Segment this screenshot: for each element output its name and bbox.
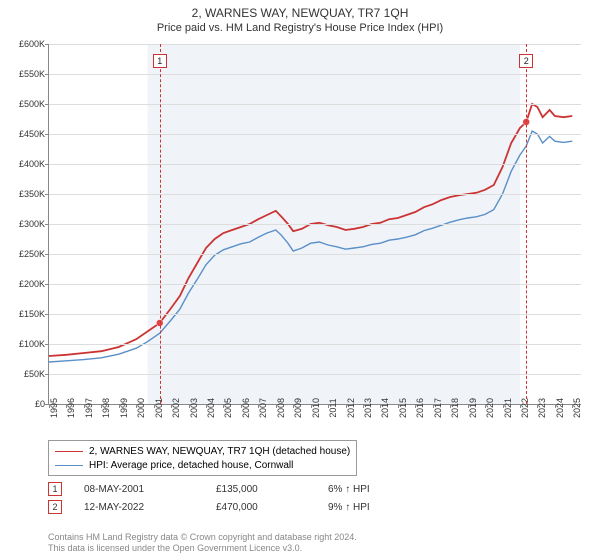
x-axis-label: 2024	[555, 398, 565, 418]
y-axis-label: £550K	[19, 69, 45, 79]
x-axis-label: 2019	[468, 398, 478, 418]
legend-item: 2, WARNES WAY, NEWQUAY, TR7 1QH (detache…	[55, 444, 350, 458]
legend-swatch	[55, 451, 83, 452]
x-axis-label: 2025	[572, 398, 582, 418]
y-axis-label: £500K	[19, 99, 45, 109]
x-axis-label: 2014	[380, 398, 390, 418]
transaction-price: £470,000	[216, 502, 306, 513]
y-axis-label: £600K	[19, 39, 45, 49]
x-axis-label: 2013	[363, 398, 373, 418]
x-axis-label: 1995	[49, 398, 59, 418]
transaction-delta: 6% ↑ HPI	[328, 484, 370, 495]
x-axis-label: 2001	[154, 398, 164, 418]
transaction-delta: 9% ↑ HPI	[328, 502, 370, 513]
legend-label: 2, WARNES WAY, NEWQUAY, TR7 1QH (detache…	[89, 446, 350, 457]
marker-line-2	[526, 44, 527, 404]
legend-item: HPI: Average price, detached house, Corn…	[55, 458, 350, 472]
x-axis-label: 2021	[503, 398, 513, 418]
transactions-table: 1 08-MAY-2001 £135,000 6% ↑ HPI 2 12-MAY-2022…	[48, 480, 370, 516]
x-axis-label: 2007	[258, 398, 268, 418]
x-axis-label: 1997	[84, 398, 94, 418]
marker-line-1	[160, 44, 161, 404]
x-axis-label: 2022	[520, 398, 530, 418]
page-subtitle: Price paid vs. HM Land Registry's House …	[0, 20, 600, 34]
y-axis-label: £150K	[19, 309, 45, 319]
y-axis-label: £450K	[19, 129, 45, 139]
transaction-marker: 2	[48, 500, 62, 514]
transaction-date: 12-MAY-2022	[84, 502, 194, 513]
x-axis-label: 2005	[223, 398, 233, 418]
x-axis-label: 2006	[241, 398, 251, 418]
transaction-row: 1 08-MAY-2001 £135,000 6% ↑ HPI	[48, 480, 370, 498]
x-axis-label: 2010	[311, 398, 321, 418]
x-axis-label: 2000	[136, 398, 146, 418]
page-title: 2, WARNES WAY, NEWQUAY, TR7 1QH	[0, 0, 600, 20]
y-axis-label: £250K	[19, 249, 45, 259]
marker-box-2: 2	[519, 54, 533, 68]
transaction-price: £135,000	[216, 484, 306, 495]
legend-label: HPI: Average price, detached house, Corn…	[89, 460, 293, 471]
y-axis-label: £350K	[19, 189, 45, 199]
marker-box-1: 1	[153, 54, 167, 68]
x-axis-label: 2011	[328, 398, 338, 417]
x-axis-label: 1998	[101, 398, 111, 418]
x-axis-label: 2009	[293, 398, 303, 418]
x-axis-label: 2015	[398, 398, 408, 418]
legend-swatch	[55, 465, 83, 466]
y-axis-label: £200K	[19, 279, 45, 289]
x-axis-label: 2023	[537, 398, 547, 418]
y-axis-label: £50K	[24, 369, 45, 379]
y-axis-label: £400K	[19, 159, 45, 169]
x-axis-label: 2004	[206, 398, 216, 418]
chart-area: £0£50K£100K£150K£200K£250K£300K£350K£400…	[48, 44, 581, 405]
x-axis-label: 2002	[171, 398, 181, 418]
footer-line-1: Contains HM Land Registry data © Crown c…	[48, 532, 357, 543]
footer-text: Contains HM Land Registry data © Crown c…	[48, 532, 357, 554]
footer-line-2: This data is licensed under the Open Gov…	[48, 543, 357, 554]
legend-box: 2, WARNES WAY, NEWQUAY, TR7 1QH (detache…	[48, 440, 357, 476]
series-hpi	[49, 131, 572, 362]
transaction-date: 08-MAY-2001	[84, 484, 194, 495]
x-axis-label: 2018	[450, 398, 460, 418]
series-price_paid	[49, 104, 572, 356]
x-axis-label: 2016	[415, 398, 425, 418]
x-axis-label: 2003	[189, 398, 199, 418]
y-axis-label: £100K	[19, 339, 45, 349]
y-axis-label: £0	[35, 399, 45, 409]
x-axis-label: 2008	[276, 398, 286, 418]
x-axis-label: 2017	[433, 398, 443, 418]
y-axis-label: £300K	[19, 219, 45, 229]
x-axis-label: 2012	[346, 398, 356, 418]
transaction-marker: 1	[48, 482, 62, 496]
x-axis-label: 2020	[485, 398, 495, 418]
x-axis-label: 1996	[66, 398, 76, 418]
transaction-row: 2 12-MAY-2022 £470,000 9% ↑ HPI	[48, 498, 370, 516]
x-axis-label: 1999	[119, 398, 129, 418]
